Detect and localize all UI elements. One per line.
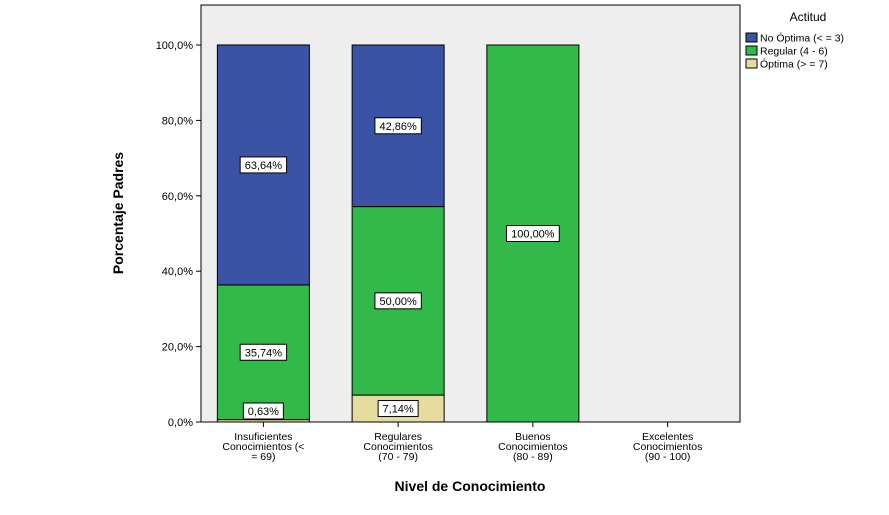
x-tick-label: Buenos Conocimientos (80 - 89) [498, 431, 567, 463]
y-tick-label: 0,0% [168, 417, 193, 429]
x-tick-label-line: Conocimientos [498, 441, 567, 453]
legend-label: No Óptima (< = 3) [760, 32, 844, 45]
data-label: 63,64% [245, 160, 283, 172]
data-label: 35,74% [245, 347, 283, 359]
y-tick-label: 80,0% [162, 115, 193, 127]
legend-label: Óptima (> = 7) [760, 58, 828, 71]
data-label-box [374, 117, 422, 135]
legend-title: Actitud [790, 10, 827, 24]
data-label: 7,14% [383, 404, 414, 416]
data-label-box [239, 343, 288, 361]
legend-swatch [745, 58, 758, 69]
data-label-box [374, 292, 422, 310]
x-tick-label-line: Buenos [515, 431, 551, 443]
x-tick-label: Insuficientes Conocimientos (< = 69) [222, 431, 304, 463]
x-tick-label-line: Regulares [374, 431, 422, 443]
x-axis-title: Nivel de Conocimiento [395, 478, 546, 494]
x-tick-label-line: (90 - 100) [645, 451, 691, 463]
legend-label: Regular (4 - 6) [760, 46, 828, 58]
x-tick-label-line: (70 - 79) [378, 451, 418, 463]
x-tick-label-line: Insuficientes [234, 431, 292, 443]
x-tick-label: Excelentes Conocimientos (90 - 100) [633, 431, 702, 463]
x-tick-label-line: (80 - 89) [513, 451, 553, 463]
legend: Actitud No Óptima (< = 3)Regular (4 - 6)… [745, 10, 844, 71]
data-label-box [242, 402, 284, 420]
legend-swatch [745, 45, 758, 56]
data-label: 42,86% [379, 121, 417, 133]
bars [216, 44, 580, 423]
data-labels: 0,63% 35,74% 63,64% 7,14% 50,00% 42,86% 100,00… [239, 117, 560, 420]
x-tick-label-line: Conocimientos (< [222, 441, 304, 453]
data-label: 100,00% [511, 229, 555, 241]
x-tick-label-line: Excelentes [642, 431, 693, 443]
x-tick-label-line: = 69) [251, 451, 275, 463]
y-axis: 0,0% 20,0% 40,0% 60,0% 80,0% 100,0% [156, 40, 201, 429]
data-label-box [239, 156, 288, 174]
y-axis-title: Porcentaje Padres [110, 152, 126, 274]
y-tick-label: 20,0% [162, 342, 193, 354]
legend-swatch [745, 32, 758, 43]
x-axis: Insuficientes Conocimientos (< = 69) Regula… [222, 422, 702, 463]
y-tick-label: 40,0% [162, 266, 193, 278]
data-label-box [377, 400, 419, 418]
data-label: 0,63% [248, 406, 279, 418]
x-tick-label: Regulares Conocimientos (70 - 79) [363, 431, 432, 463]
y-tick-label: 60,0% [162, 191, 193, 203]
data-label: 50,00% [379, 296, 417, 308]
x-tick-label-line: Conocimientos [633, 441, 702, 453]
x-tick-label-line: Conocimientos [363, 441, 432, 453]
y-tick-label: 100,0% [156, 40, 194, 52]
data-label-box [505, 225, 560, 242]
